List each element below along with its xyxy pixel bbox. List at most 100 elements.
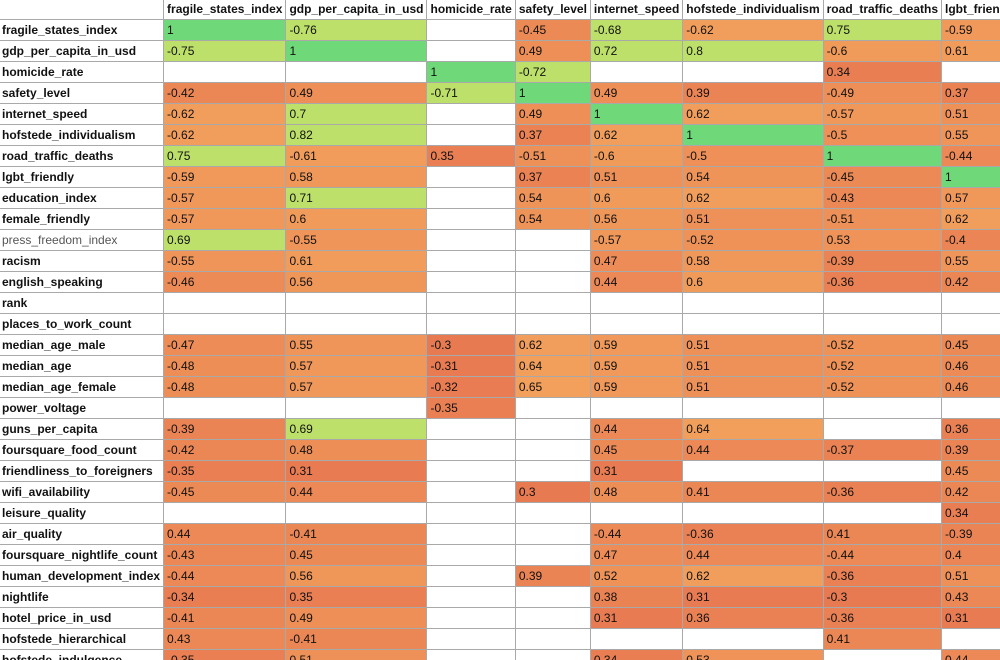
correlation-cell: -0.46	[163, 271, 287, 293]
correlation-cell	[163, 397, 287, 419]
correlation-cell	[822, 292, 943, 314]
table-row: female_friendly -0.57 0.6 0.54 0.56 0.51 -0.51…	[0, 208, 1000, 230]
correlation-cell	[514, 271, 591, 293]
correlation-cell: 0.44	[682, 439, 824, 461]
correlation-cell: 0.54	[514, 208, 591, 230]
correlation-cell: 0.61	[285, 250, 428, 272]
correlation-cell: 0.37	[514, 124, 591, 146]
correlation-cell	[426, 523, 516, 545]
correlation-cell: 1	[163, 19, 287, 41]
correlation-cell	[426, 565, 516, 587]
correlation-cell: 0.62	[589, 124, 684, 146]
correlation-cell: 0.57	[285, 355, 428, 377]
correlation-cell: 0.51	[941, 103, 1000, 125]
column-header[interactable]: safety_level	[514, 0, 591, 20]
correlation-cell	[514, 313, 591, 335]
column-header[interactable]: lgbt_friendly	[941, 0, 1000, 20]
correlation-cell: 0.39	[514, 565, 591, 587]
correlation-cell	[941, 397, 1000, 419]
correlation-cell: 0.39	[682, 82, 824, 104]
row-label: lgbt_friendly	[0, 166, 165, 188]
correlation-cell: 0.56	[589, 208, 684, 230]
table-row: racism -0.55 0.61 0.47 0.58 -0.39 0.55	[0, 250, 1000, 272]
correlation-cell: 0.62	[682, 187, 824, 209]
correlation-cell	[682, 397, 824, 419]
correlation-cell: 0.31	[285, 460, 428, 482]
correlation-cell	[822, 313, 943, 335]
correlation-cell	[426, 544, 516, 566]
table-row: median_age_female -0.48 0.57 -0.32 0.65 0.59 0…	[0, 376, 1000, 398]
correlation-cell	[514, 523, 591, 545]
correlation-cell: 0.71	[285, 187, 428, 209]
correlation-cell	[426, 166, 516, 188]
correlation-cell: 0.46	[941, 355, 1000, 377]
correlation-cell	[514, 418, 591, 440]
correlation-cell	[682, 313, 824, 335]
correlation-cell: 1	[285, 40, 428, 62]
column-header[interactable]: road_traffic_deaths	[822, 0, 943, 20]
correlation-cell	[682, 61, 824, 83]
correlation-cell	[682, 502, 824, 524]
correlation-cell	[514, 649, 591, 660]
row-label: air_quality	[0, 523, 165, 545]
correlation-cell: -0.45	[822, 166, 943, 188]
row-label: hofstede_individualism	[0, 124, 165, 146]
correlation-cell: 0.44	[589, 271, 684, 293]
correlation-cell: 0.7	[285, 103, 428, 125]
column-header[interactable]: homicide_rate	[426, 0, 516, 20]
correlation-cell: -0.71	[426, 82, 516, 104]
correlation-cell: -0.45	[163, 481, 287, 503]
correlation-cell: -0.39	[163, 418, 287, 440]
correlation-cell: 0.54	[682, 166, 824, 188]
row-label: median_age	[0, 355, 165, 377]
correlation-cell	[514, 607, 591, 629]
table-row: lgbt_friendly -0.59 0.58 0.37 0.51 0.54 -0.45 1	[0, 166, 1000, 188]
correlation-cell	[822, 649, 943, 660]
table-row: power_voltage -0.35	[0, 397, 1000, 419]
table-row: leisure_quality 0.34	[0, 502, 1000, 524]
correlation-cell	[426, 208, 516, 230]
correlation-cell	[941, 61, 1000, 83]
table-row: education_index -0.57 0.71 0.54 0.6 0.62 -0.43…	[0, 187, 1000, 209]
correlation-cell: -0.36	[822, 481, 943, 503]
row-label: road_traffic_deaths	[0, 145, 165, 167]
correlation-cell: -0.44	[589, 523, 684, 545]
correlation-cell: -0.41	[285, 523, 428, 545]
corner-header-cell[interactable]	[0, 0, 165, 20]
correlation-cell	[285, 61, 428, 83]
correlation-cell	[426, 628, 516, 650]
correlation-cell	[514, 460, 591, 482]
correlation-cell: 0.62	[941, 208, 1000, 230]
correlation-cell: -0.48	[163, 376, 287, 398]
correlation-cell: 0.31	[941, 607, 1000, 629]
table-row: hofstede_hierarchical 0.43 -0.41 0.41	[0, 628, 1000, 650]
correlation-cell: -0.42	[163, 82, 287, 104]
table-row: hofstede_individualism -0.62 0.82 0.37 0.62 1…	[0, 124, 1000, 146]
column-header[interactable]: gdp_per_capita_in_usd	[285, 0, 428, 20]
correlation-cell	[589, 292, 684, 314]
correlation-cell	[426, 40, 516, 62]
correlation-cell: 0.43	[941, 586, 1000, 608]
column-header[interactable]: internet_speed	[589, 0, 684, 20]
correlation-cell	[426, 649, 516, 660]
correlation-cell: -0.59	[163, 166, 287, 188]
correlation-cell: 0.62	[682, 103, 824, 125]
correlation-cell: 0.45	[941, 460, 1000, 482]
correlation-cell: 0.44	[589, 418, 684, 440]
correlation-cell: -0.35	[426, 397, 516, 419]
row-label: human_development_index	[0, 565, 165, 587]
correlation-cell: 0.44	[285, 481, 428, 503]
correlation-cell	[426, 313, 516, 335]
correlation-cell: 0.53	[682, 649, 824, 660]
correlation-cell: -0.52	[822, 334, 943, 356]
column-header[interactable]: hofstede_individualism	[682, 0, 824, 20]
correlation-cell: 0.6	[285, 208, 428, 230]
correlation-cell: -0.75	[163, 40, 287, 62]
correlation-cell: 0.72	[589, 40, 684, 62]
table-row: english_speaking -0.46 0.56 0.44 0.6 -0.36 0.4…	[0, 271, 1000, 293]
column-header[interactable]: fragile_states_index	[163, 0, 287, 20]
correlation-cell: -0.52	[822, 355, 943, 377]
table-row: guns_per_capita -0.39 0.69 0.44 0.64 0.36	[0, 418, 1000, 440]
correlation-cell: 0.57	[941, 187, 1000, 209]
correlation-cell: -0.55	[163, 250, 287, 272]
